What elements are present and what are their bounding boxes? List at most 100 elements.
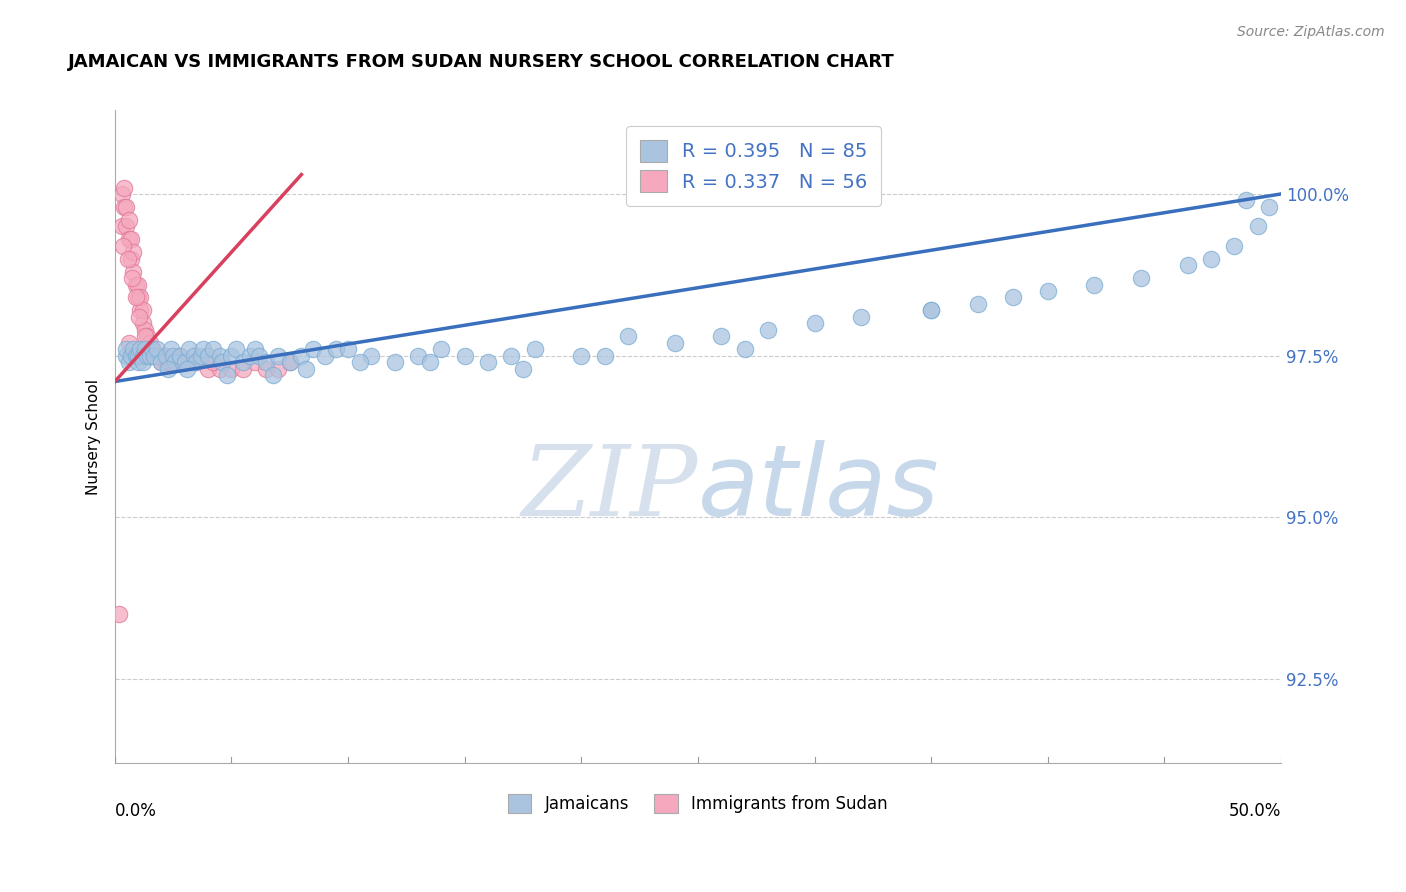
Point	[134, 329, 156, 343]
Point	[201, 355, 224, 369]
Point	[127, 355, 149, 369]
Point	[1177, 258, 1199, 272]
Point	[162, 355, 184, 369]
Point	[122, 342, 145, 356]
Point	[127, 349, 149, 363]
Point	[430, 342, 453, 356]
Point	[143, 349, 166, 363]
Point	[208, 361, 231, 376]
Point	[183, 349, 205, 363]
Point	[108, 607, 131, 622]
Point	[523, 342, 546, 356]
Point	[966, 297, 988, 311]
Point	[120, 232, 142, 246]
Point	[162, 349, 184, 363]
Point	[208, 349, 231, 363]
Point	[166, 355, 188, 369]
Point	[129, 290, 152, 304]
Point	[180, 355, 202, 369]
Point	[211, 355, 233, 369]
Point	[249, 349, 271, 363]
Point	[115, 349, 138, 363]
Point	[232, 361, 254, 376]
Point	[501, 349, 523, 363]
Point	[215, 368, 238, 382]
Point	[134, 323, 156, 337]
Point	[1223, 238, 1246, 252]
Point	[1001, 290, 1024, 304]
Point	[349, 355, 371, 369]
Point	[157, 361, 180, 376]
Point	[128, 310, 150, 324]
Point	[157, 355, 180, 369]
Point	[197, 349, 219, 363]
Point	[1083, 277, 1105, 292]
Point	[186, 355, 208, 369]
Point	[477, 355, 499, 369]
Y-axis label: Nursery School: Nursery School	[86, 378, 101, 494]
Point	[159, 355, 181, 369]
Point	[1234, 194, 1257, 208]
Point	[129, 303, 152, 318]
Point	[141, 342, 163, 356]
Point	[617, 329, 640, 343]
Point	[1199, 252, 1222, 266]
Point	[121, 271, 143, 285]
Point	[849, 310, 872, 324]
Point	[125, 290, 148, 304]
Point	[920, 303, 942, 318]
Point	[803, 316, 825, 330]
Point	[193, 342, 215, 356]
Point	[125, 349, 148, 363]
Point	[112, 200, 135, 214]
Point	[243, 355, 266, 369]
Point	[593, 349, 616, 363]
Point	[314, 349, 336, 363]
Point	[148, 349, 170, 363]
Point	[232, 355, 254, 369]
Point	[139, 349, 162, 363]
Point	[190, 349, 212, 363]
Point	[186, 355, 208, 369]
Point	[118, 335, 141, 350]
Point	[120, 349, 142, 363]
Point	[179, 342, 201, 356]
Text: 50.0%: 50.0%	[1229, 802, 1281, 821]
Point	[132, 349, 155, 363]
Point	[150, 355, 173, 369]
Point	[360, 349, 382, 363]
Point	[239, 349, 262, 363]
Point	[111, 186, 134, 201]
Point	[169, 349, 191, 363]
Point	[419, 355, 441, 369]
Point	[111, 238, 134, 252]
Point	[734, 342, 756, 356]
Point	[406, 349, 429, 363]
Text: atlas: atlas	[697, 441, 939, 537]
Point	[569, 349, 592, 363]
Point	[122, 264, 145, 278]
Point	[150, 355, 173, 369]
Point	[136, 329, 159, 343]
Point	[1036, 284, 1059, 298]
Point	[132, 303, 155, 318]
Point	[141, 342, 163, 356]
Point	[159, 342, 181, 356]
Text: Source: ZipAtlas.com: Source: ZipAtlas.com	[1237, 25, 1385, 39]
Text: ZIP: ZIP	[522, 442, 697, 536]
Point	[173, 355, 195, 369]
Point	[225, 342, 247, 356]
Text: 0.0%: 0.0%	[115, 802, 156, 821]
Legend: Jamaicans, Immigrants from Sudan: Jamaicans, Immigrants from Sudan	[502, 788, 894, 820]
Point	[122, 245, 145, 260]
Point	[512, 361, 534, 376]
Point	[290, 349, 312, 363]
Point	[176, 361, 198, 376]
Point	[278, 355, 301, 369]
Point	[221, 361, 243, 376]
Point	[254, 355, 277, 369]
Point	[756, 323, 779, 337]
Point	[243, 342, 266, 356]
Point	[141, 342, 163, 356]
Point	[710, 329, 733, 343]
